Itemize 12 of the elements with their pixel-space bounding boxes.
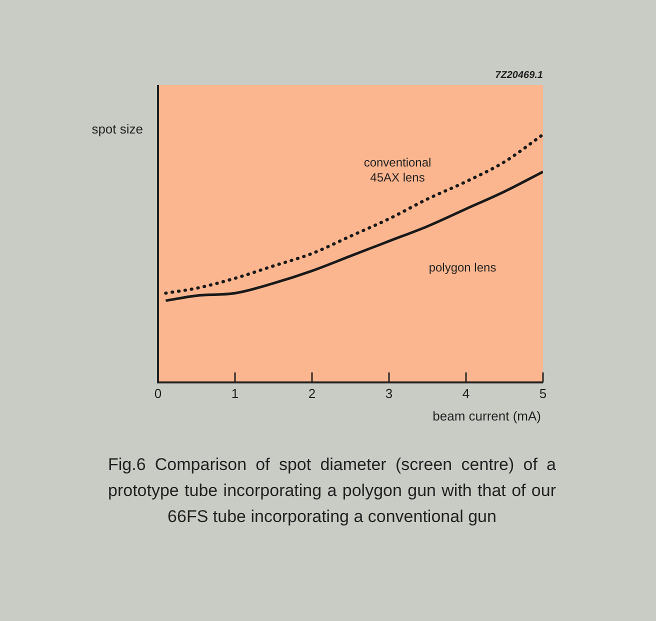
x-tick-label: 3 [385, 386, 393, 401]
text: polygon lens [428, 260, 496, 275]
x-axis-title: beam current (mA) [432, 408, 541, 424]
caption: Fig.6 Comparison of spot diameter (screen centre) of a prototype tube incorporating a polygon gun with that of our 66FS tube incorporating a conventional gun [108, 454, 556, 528]
x-tick-label: 0 [154, 386, 162, 401]
text: 7Z20469.1 [495, 70, 544, 81]
y-axis-title: spot size [92, 122, 143, 137]
x-tick-label: 5 [539, 386, 547, 401]
x-tick-label: 1 [231, 386, 239, 401]
x-tick-label: 2 [308, 386, 316, 401]
series-label: conventional 45AX lens [364, 155, 432, 184]
x-tick-label: 4 [462, 386, 470, 401]
